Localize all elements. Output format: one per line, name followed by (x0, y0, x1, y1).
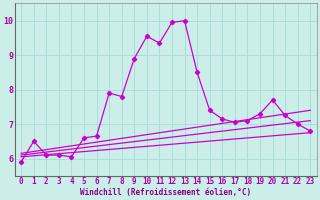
X-axis label: Windchill (Refroidissement éolien,°C): Windchill (Refroidissement éolien,°C) (80, 188, 251, 197)
